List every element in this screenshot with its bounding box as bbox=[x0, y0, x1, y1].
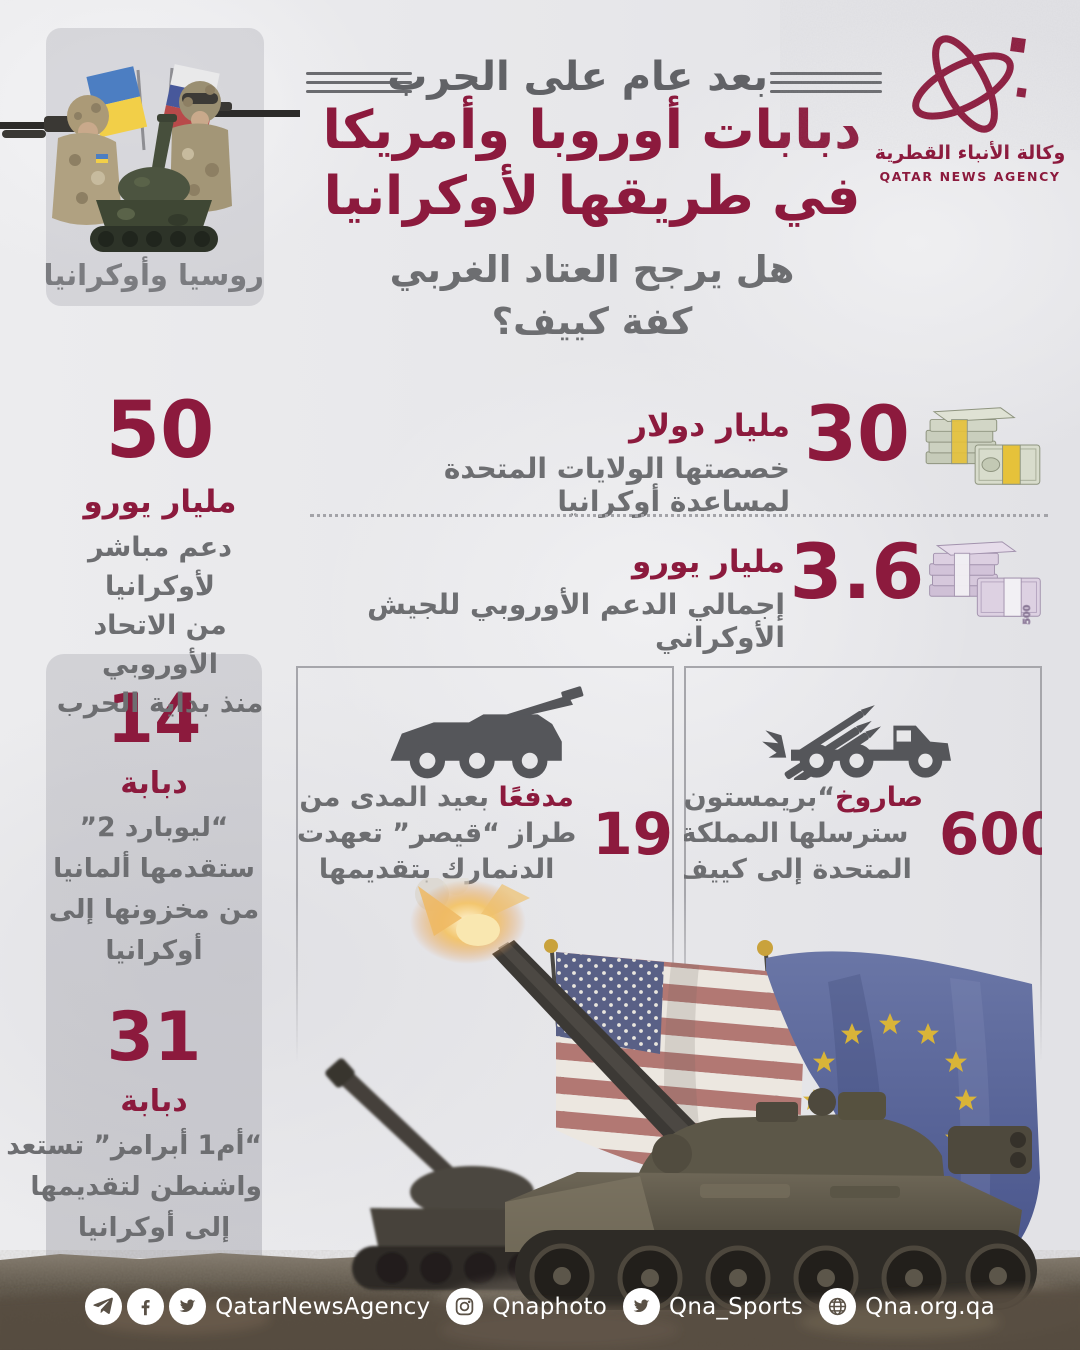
stat-unit: مليار دولار bbox=[629, 408, 790, 444]
stat-eu-army-value: 3.6 bbox=[789, 527, 925, 616]
facebook-icon bbox=[141, 1299, 150, 1316]
euro-stacks-icon: 500 bbox=[929, 541, 1041, 625]
kicker-right-rules bbox=[770, 66, 882, 99]
telegram-button[interactable] bbox=[85, 1288, 123, 1325]
soldiers-tank-illustration bbox=[0, 64, 300, 252]
footer-handle-photo[interactable]: Qnaphoto bbox=[492, 1293, 608, 1320]
stat-desc: خصصتها الولايات المتحدة لمساعدة أوكرانيا bbox=[443, 452, 790, 518]
topic-badge-label: روسيا وأوكرانيا bbox=[43, 258, 264, 292]
twitter-sports-button[interactable] bbox=[623, 1288, 661, 1325]
tanks-flags-photo bbox=[0, 878, 1080, 1350]
mini-tank bbox=[90, 114, 218, 252]
footer-sports: Qna_Sports bbox=[623, 1288, 803, 1325]
globe-icon bbox=[828, 1297, 847, 1316]
footer-social-bar: QatarNewsAgency Qnaphoto Qna_Sports Qna.… bbox=[0, 1288, 1080, 1325]
stat-eu-army-text: مليار يورو إجمالي الدعم الأوروبي للجيش ا… bbox=[325, 544, 785, 654]
kicker-title: بعد عام على الحرب bbox=[387, 54, 768, 100]
stat-value: 14 bbox=[106, 680, 202, 759]
stat-leopard: 14 دبابة “ليوبارد 2” ستقدمها ألمانيا من … bbox=[46, 686, 262, 971]
stat-unit: دبابة bbox=[120, 766, 188, 801]
main-title-line1: دبابات أوروبا وأمريكا bbox=[322, 100, 862, 161]
footer-website: Qna.org.qa bbox=[819, 1288, 995, 1325]
stat-desc: دعم مباشر لأوكرانيا من الاتحاد الأوروبي … bbox=[56, 532, 264, 719]
svg-text:500: 500 bbox=[1022, 604, 1033, 624]
website-button[interactable] bbox=[819, 1288, 857, 1325]
stat-desc: “أم1 أبرامز” تستعد واشنطن لتقديمها إلى أ… bbox=[6, 1130, 262, 1243]
russia-ukraine-card: روسيا وأوكرانيا bbox=[0, 28, 300, 306]
stat-us-aid-value: 30 bbox=[804, 389, 910, 478]
facebook-button[interactable] bbox=[127, 1288, 165, 1325]
stat-value: 50 bbox=[105, 386, 215, 476]
qna-name-arabic: وكالة الأنباء القطرية bbox=[874, 142, 1066, 164]
stat-value: 19 bbox=[592, 800, 674, 868]
main-title-line2: في طريقها لأوكرانيا bbox=[323, 166, 861, 227]
qna-name-english: QATAR NEWS AGENCY bbox=[879, 169, 1061, 184]
dotted-separator bbox=[310, 514, 1048, 517]
muzzle-flash bbox=[410, 878, 530, 964]
howitzer-icon bbox=[390, 686, 584, 779]
mlrs-truck-icon bbox=[762, 705, 951, 780]
stat-brimstone-box: 600 صاروخ“بريمستون” سترسلها المملكة المت… bbox=[666, 666, 1060, 1106]
kicker-left-rules bbox=[306, 66, 412, 99]
tanks-stats-card: 14 دبابة “ليوبارد 2” ستقدمها ألمانيا من … bbox=[6, 654, 262, 1258]
instagram-button[interactable] bbox=[446, 1288, 484, 1325]
stat-desc: صاروخ“بريمستون” سترسلها المملكة المتحدة … bbox=[665, 782, 924, 885]
stat-eu-direct-support: 50 مليار يورو دعم مباشر لأوكرانيا من الا… bbox=[40, 392, 280, 723]
qna-logo: وكالة الأنباء القطرية QATAR NEWS AGENCY bbox=[868, 30, 1072, 184]
qna-logo-mark-icon bbox=[912, 35, 1027, 133]
footer-handle-main[interactable]: QatarNewsAgency bbox=[215, 1293, 431, 1320]
stat-desc: “ليوبارد 2” ستقدمها ألمانيا من مخزونها إ… bbox=[48, 812, 260, 966]
stat-desc: مدفعًا بعيد المدى من طراز “قيصر” تعهدت ا… bbox=[296, 782, 577, 885]
stat-unit: مليار يورو bbox=[632, 544, 785, 580]
subtitle-line2: كفة كييف؟ bbox=[491, 300, 693, 343]
soldier-right bbox=[170, 81, 300, 212]
footer-instagram: Qnaphoto bbox=[446, 1288, 607, 1325]
footer-website-url[interactable]: Qna.org.qa bbox=[865, 1293, 995, 1320]
twitter-icon bbox=[633, 1299, 650, 1313]
stat-unit: دبابة bbox=[120, 1084, 188, 1119]
ukraine-flag bbox=[86, 66, 148, 138]
twitter-icon bbox=[179, 1299, 196, 1313]
stat-caesar-box: 19 مدفعًا بعيد المدى من طراز “قيصر” تعهد… bbox=[296, 666, 674, 1106]
stat-abrams: 31 دبابة “أم1 أبرامز” تستعد واشنطن لتقدي… bbox=[6, 998, 262, 1248]
subtitle-line1: هل يرجح العتاد الغربي bbox=[389, 248, 795, 291]
stat-value: 600 bbox=[939, 800, 1061, 868]
stat-us-aid-text: مليار دولار خصصتها الولايات المتحدة لمسا… bbox=[330, 408, 790, 518]
stat-caesar: 19 مدفعًا بعيد المدى من طراز “قيصر” تعهد… bbox=[296, 780, 674, 888]
twitter-button[interactable] bbox=[169, 1288, 207, 1325]
footer-main-handles: QatarNewsAgency bbox=[85, 1288, 430, 1325]
stat-brimstone: 600 صاروخ“بريمستون” سترسلها المملكة المت… bbox=[666, 780, 1060, 888]
footer-handle-sports[interactable]: Qna_Sports bbox=[669, 1293, 804, 1320]
telegram-icon bbox=[93, 1297, 113, 1314]
stat-desc: إجمالي الدعم الأوروبي للجيش الأوكراني bbox=[367, 588, 785, 654]
stat-unit: مليار يورو bbox=[83, 484, 237, 520]
dollar-stacks-icon bbox=[925, 407, 1041, 485]
stat-value: 31 bbox=[106, 998, 202, 1077]
instagram-icon bbox=[456, 1297, 474, 1316]
